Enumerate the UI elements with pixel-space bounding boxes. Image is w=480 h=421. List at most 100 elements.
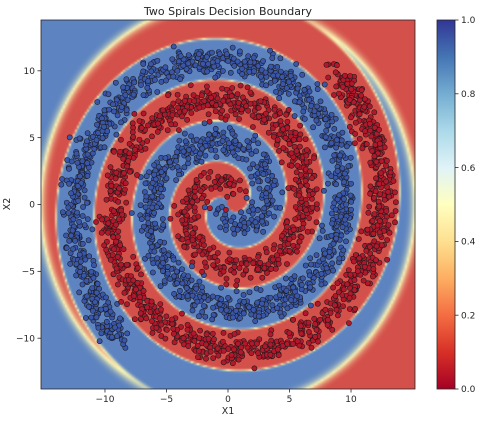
data-point <box>128 210 135 216</box>
data-point <box>362 96 368 102</box>
data-point <box>214 58 221 64</box>
data-point <box>231 346 237 353</box>
data-point <box>183 231 190 237</box>
data-point <box>208 94 214 101</box>
data-point <box>314 86 321 92</box>
data-point <box>279 189 286 196</box>
data-point <box>109 334 115 340</box>
data-point <box>204 68 210 75</box>
data-point <box>199 195 205 202</box>
data-point <box>292 129 299 136</box>
data-point <box>322 144 328 151</box>
data-point <box>104 172 111 179</box>
data-point <box>344 281 351 288</box>
data-point <box>189 292 196 299</box>
data-point <box>213 102 220 109</box>
data-point <box>259 213 265 220</box>
data-point <box>348 206 354 213</box>
data-point <box>376 180 383 187</box>
data-point <box>373 257 379 263</box>
data-point <box>206 118 213 125</box>
data-point <box>257 260 264 266</box>
data-point <box>272 112 278 119</box>
y-axis-label: X2 <box>2 198 13 211</box>
data-point <box>201 294 208 301</box>
data-point <box>105 299 112 306</box>
data-point <box>377 170 384 176</box>
data-point <box>107 308 114 315</box>
data-point <box>189 237 196 243</box>
data-point <box>371 238 378 245</box>
data-point <box>319 228 326 234</box>
data-point <box>185 160 191 167</box>
data-point <box>256 185 263 192</box>
data-point <box>333 235 340 242</box>
data-point <box>279 233 285 239</box>
data-point <box>174 67 181 74</box>
data-point <box>277 55 284 62</box>
data-point <box>245 53 252 59</box>
data-point <box>98 229 105 236</box>
data-point <box>131 79 138 86</box>
data-point <box>351 287 358 293</box>
data-point <box>240 271 247 278</box>
data-point <box>180 62 187 69</box>
data-point <box>115 281 121 288</box>
data-point <box>109 252 116 258</box>
data-point <box>90 307 96 314</box>
data-point <box>160 221 167 228</box>
data-point <box>110 101 116 108</box>
data-point <box>241 58 248 65</box>
data-point <box>88 314 95 321</box>
data-point <box>180 148 187 155</box>
data-point <box>376 229 383 236</box>
data-point <box>255 113 262 120</box>
data-point <box>259 274 266 281</box>
data-point <box>321 187 327 194</box>
data-point <box>60 209 66 216</box>
data-point <box>189 199 196 206</box>
data-point <box>249 340 255 347</box>
data-point <box>370 273 376 280</box>
data-point <box>195 213 202 220</box>
data-point <box>70 216 77 223</box>
data-point <box>229 149 236 156</box>
data-point <box>249 180 256 187</box>
data-point <box>363 141 370 147</box>
data-point <box>347 192 354 199</box>
data-point <box>162 64 169 71</box>
data-point <box>220 68 226 74</box>
data-point <box>301 87 308 93</box>
data-point <box>294 85 301 92</box>
data-point <box>225 295 231 301</box>
data-point <box>351 277 358 283</box>
data-point <box>242 340 249 347</box>
data-point <box>105 220 112 227</box>
data-point <box>363 247 370 254</box>
data-point <box>149 244 155 250</box>
data-point <box>142 145 149 152</box>
x-axis-label: X1 <box>222 406 235 417</box>
data-point <box>313 327 320 333</box>
data-point <box>210 355 217 361</box>
colorbar-tick-label: 0.4 <box>461 238 476 248</box>
data-point <box>318 281 325 288</box>
data-point <box>277 118 284 124</box>
data-point <box>304 182 310 189</box>
data-point <box>297 131 304 138</box>
data-point <box>77 268 83 275</box>
data-point <box>156 315 163 322</box>
data-point <box>302 177 309 184</box>
data-point <box>269 173 276 179</box>
data-point <box>191 193 198 200</box>
data-point <box>378 242 385 249</box>
data-point <box>283 111 290 118</box>
data-point <box>360 277 367 284</box>
data-point <box>263 110 269 117</box>
data-point <box>375 198 382 205</box>
data-point <box>194 298 201 305</box>
data-point <box>309 175 315 181</box>
data-point <box>121 337 128 344</box>
data-point <box>235 340 241 347</box>
data-point <box>160 260 166 266</box>
